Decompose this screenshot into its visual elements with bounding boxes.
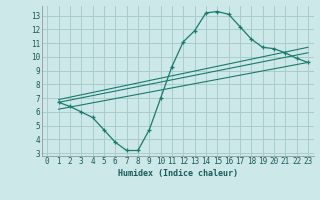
- X-axis label: Humidex (Indice chaleur): Humidex (Indice chaleur): [118, 169, 237, 178]
